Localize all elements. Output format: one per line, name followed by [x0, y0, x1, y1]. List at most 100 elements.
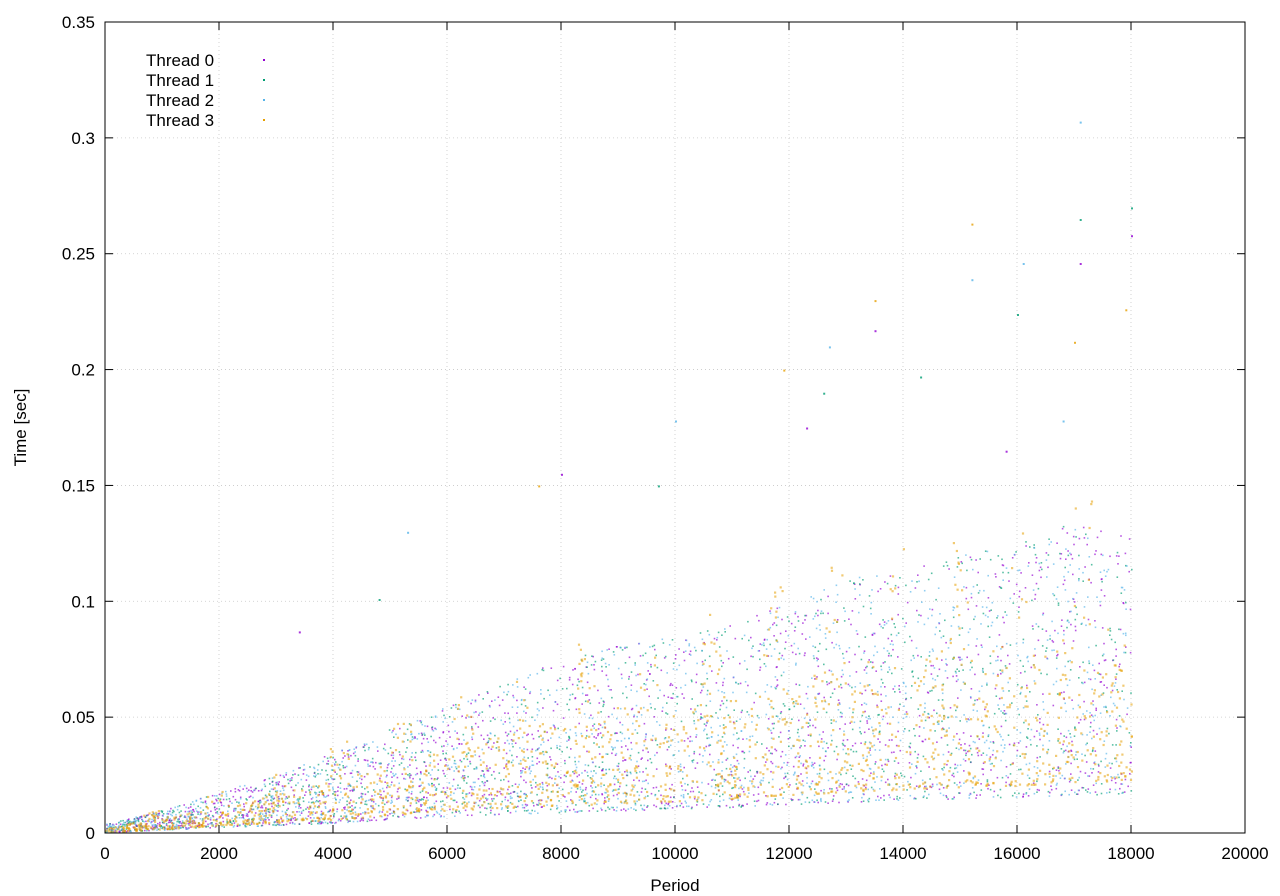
data-point — [249, 807, 252, 810]
data-point — [466, 793, 469, 795]
data-point — [315, 799, 318, 802]
data-point — [191, 822, 194, 825]
data-point — [584, 700, 587, 703]
data-point — [838, 784, 840, 787]
data-point — [308, 811, 310, 813]
data-point — [806, 776, 808, 779]
data-point — [892, 643, 894, 646]
data-point — [272, 784, 274, 786]
data-point — [682, 777, 684, 780]
data-point — [1015, 642, 1018, 645]
data-point — [1104, 659, 1107, 661]
data-point — [893, 751, 895, 753]
data-point — [716, 639, 718, 641]
data-point — [868, 715, 870, 717]
data-point — [995, 695, 998, 697]
data-point — [718, 772, 721, 776]
data-point — [750, 655, 752, 658]
data-point — [1075, 793, 1078, 795]
data-point — [215, 798, 217, 801]
data-point — [708, 743, 711, 746]
data-point — [934, 633, 936, 636]
data-point — [629, 793, 632, 796]
data-point — [330, 775, 333, 778]
data-point — [512, 694, 514, 697]
data-point — [243, 784, 246, 787]
data-point — [549, 694, 551, 696]
data-point — [515, 680, 519, 683]
data-point — [543, 697, 545, 700]
data-point — [1078, 722, 1080, 724]
data-point — [590, 728, 593, 731]
data-point — [606, 796, 609, 798]
data-point — [1094, 791, 1097, 793]
data-point — [620, 746, 623, 748]
data-point — [246, 799, 248, 801]
data-point — [411, 798, 414, 801]
data-point — [194, 825, 197, 828]
data-point — [781, 750, 784, 753]
data-point — [671, 697, 674, 699]
data-point — [640, 758, 642, 760]
data-point — [574, 732, 577, 734]
data-point — [804, 745, 806, 747]
data-point — [411, 738, 414, 741]
data-point — [646, 773, 649, 776]
data-point — [483, 738, 485, 740]
data-point — [170, 813, 172, 816]
data-point — [278, 798, 281, 800]
data-point — [504, 731, 507, 734]
data-point — [873, 789, 876, 792]
data-point — [195, 816, 198, 819]
data-point — [635, 809, 637, 812]
data-point — [1064, 790, 1066, 793]
data-point — [733, 777, 735, 779]
data-point — [415, 802, 418, 804]
data-point — [756, 741, 758, 743]
data-point — [1122, 684, 1125, 687]
data-point — [897, 593, 900, 595]
data-point — [426, 725, 429, 728]
data-point — [996, 617, 998, 619]
data-point — [1042, 734, 1045, 737]
data-point — [601, 665, 603, 668]
data-point — [831, 641, 833, 644]
data-point — [275, 783, 278, 786]
data-point — [1064, 749, 1067, 752]
data-point — [654, 794, 656, 797]
data-point — [738, 803, 741, 806]
data-point — [1083, 718, 1086, 721]
data-point — [675, 687, 678, 689]
data-point — [1118, 665, 1120, 668]
data-point — [868, 684, 871, 686]
data-point — [702, 755, 704, 757]
data-point — [363, 744, 366, 747]
data-point — [1116, 727, 1118, 729]
data-point — [691, 787, 693, 789]
data-point — [887, 760, 890, 763]
data-point — [736, 768, 738, 770]
data-point — [488, 737, 490, 740]
data-point — [467, 752, 470, 754]
data-point — [241, 814, 243, 816]
data-point — [352, 752, 355, 755]
data-point — [271, 800, 273, 802]
data-point — [1005, 775, 1008, 777]
data-point — [470, 807, 473, 810]
data-point — [721, 770, 723, 772]
data-point — [332, 788, 334, 791]
data-point — [315, 792, 318, 794]
data-point — [706, 737, 708, 740]
data-point — [523, 710, 525, 713]
data-point — [962, 758, 965, 761]
data-point — [343, 807, 345, 809]
data-point — [977, 779, 980, 781]
data-point — [556, 679, 559, 682]
data-point — [680, 802, 683, 805]
data-point — [777, 803, 779, 805]
data-point — [531, 748, 534, 751]
data-point — [743, 793, 746, 796]
data-point — [411, 752, 413, 754]
data-point — [475, 766, 478, 769]
data-point — [494, 813, 496, 816]
